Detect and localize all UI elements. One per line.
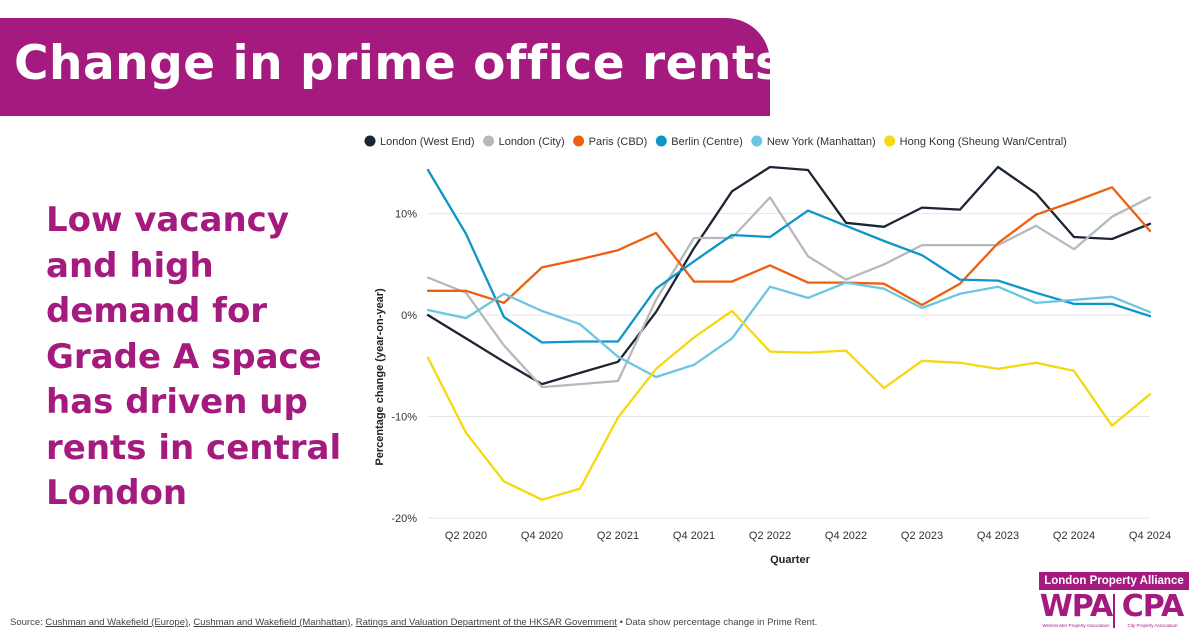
legend-item-hong-kong-sheung-wan-central[interactable]: Hong Kong (Sheung Wan/Central)	[900, 136, 1067, 148]
x-tick-label: Q2 2022	[749, 530, 791, 542]
legend-item-berlin-centre[interactable]: Berlin (Centre)	[671, 136, 743, 148]
x-tick-label: Q2 2020	[445, 530, 487, 542]
source-link-hksar[interactable]: Ratings and Valuation Department of the …	[355, 617, 617, 628]
x-tick-label: Q4 2020	[521, 530, 563, 542]
title-banner: Change in prime office rents	[0, 18, 783, 116]
y-tick-label: -10%	[391, 412, 417, 424]
source-link-cushman-manhattan[interactable]: Cushman and Wakefield (Manhattan)	[193, 617, 351, 628]
y-tick-label: -20%	[391, 513, 417, 525]
logo-cpa-subtitle: City Property Association	[1127, 623, 1178, 628]
series-line-berlin-centre	[426, 168, 1152, 344]
legend-marker	[573, 135, 585, 147]
x-tick-label: Q4 2022	[825, 530, 867, 542]
x-tick-label: Q2 2024	[1053, 530, 1095, 542]
x-tick-label: Q4 2023	[977, 530, 1019, 542]
london-property-alliance-logo: London Property Alliance WPA CPA Westmin…	[1039, 572, 1189, 630]
page-title: Change in prime office rents	[14, 36, 784, 91]
footer-separator: ,	[350, 617, 356, 628]
logo-wpa-subtitle: Westminster Property Association	[1042, 623, 1110, 628]
chart-legend: London (West End) London (City) Paris (CBD…	[364, 135, 1067, 148]
source-footer: Source: Cushman and Wakefield (Europe), …	[10, 617, 817, 628]
logo-cpa: CPA	[1121, 589, 1184, 624]
x-tick-label: Q4 2024	[1129, 530, 1171, 542]
y-tick-label: 10%	[395, 209, 417, 221]
series-line-hong-kong-sheung-wan-central	[426, 309, 1152, 501]
legend-item-paris-cbd[interactable]: Paris (CBD)	[589, 136, 648, 148]
x-tick-label: Q4 2021	[673, 530, 715, 542]
legend-item-new-york-manhattan[interactable]: New York (Manhattan)	[767, 136, 876, 148]
footer-note: • Data show percentage change in Prime R…	[616, 617, 818, 628]
logo-alliance-label: London Property Alliance	[1039, 572, 1189, 590]
legend-marker	[751, 135, 763, 147]
legend-marker	[483, 135, 495, 147]
logo-divider	[1113, 594, 1115, 628]
footer-separator: ,	[188, 617, 194, 628]
legend-item-london-city[interactable]: London (City)	[499, 136, 565, 148]
source-link-cushman-europe[interactable]: Cushman and Wakefield (Europe)	[45, 617, 189, 628]
gridlines	[428, 213, 1150, 519]
series-line-new-york-manhattan	[426, 281, 1152, 379]
y-axis: 10% 0% -10% -20%	[391, 209, 417, 525]
x-axis: Q2 2020 Q4 2020 Q2 2021 Q4 2021 Q2 2022 Q4 20…	[445, 530, 1171, 542]
line-chart: London (West End) London (City) Paris (CBD…	[364, 135, 1171, 566]
legend-marker	[884, 135, 896, 147]
y-tick-label: 0%	[401, 310, 417, 322]
logo-wpa: WPA	[1039, 589, 1114, 624]
x-tick-label: Q2 2021	[597, 530, 639, 542]
x-axis-title: Quarter	[770, 554, 810, 566]
legend-item-london-west-end[interactable]: London (West End)	[380, 136, 475, 148]
legend-marker	[655, 135, 667, 147]
series-line-london-west-end	[426, 165, 1152, 386]
footer-prefix: Source:	[10, 617, 46, 628]
series-line-london-city	[426, 196, 1152, 389]
series-lines	[426, 165, 1152, 501]
x-tick-label: Q2 2023	[901, 530, 943, 542]
legend-marker	[364, 135, 376, 147]
y-axis-title: Percentage change (year-on-year)	[374, 288, 386, 466]
chart-subtitle: Low vacancy and high demand for Grade A …	[46, 200, 342, 513]
series-line-paris-cbd	[426, 186, 1152, 307]
